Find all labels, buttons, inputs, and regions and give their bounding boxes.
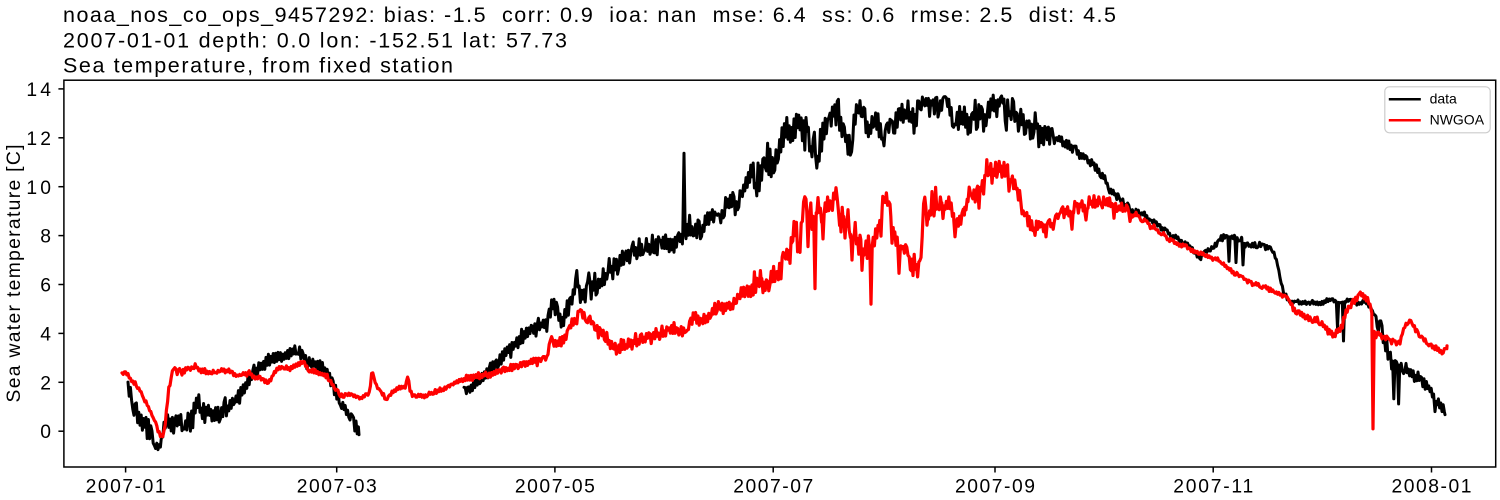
svg-text:2007-07: 2007-07 bbox=[733, 476, 813, 497]
svg-text:2007-05: 2007-05 bbox=[515, 476, 595, 497]
svg-text:2007-11: 2007-11 bbox=[1173, 476, 1253, 497]
svg-text:2008-01: 2008-01 bbox=[1392, 476, 1472, 497]
svg-text:2007-09: 2007-09 bbox=[955, 476, 1035, 497]
svg-text:2007-01: 2007-01 bbox=[86, 476, 166, 497]
svg-text:0: 0 bbox=[40, 422, 51, 443]
svg-text:2007-03: 2007-03 bbox=[297, 476, 377, 497]
svg-text:data: data bbox=[1430, 91, 1457, 107]
svg-text:NWGOA: NWGOA bbox=[1430, 112, 1485, 128]
svg-text:2007-01-01 depth: 0.0 lon: -15: 2007-01-01 depth: 0.0 lon: -152.51 lat: … bbox=[63, 28, 567, 52]
svg-text:2: 2 bbox=[40, 373, 51, 394]
svg-text:4: 4 bbox=[40, 324, 51, 345]
svg-text:6: 6 bbox=[40, 276, 51, 297]
svg-text:Sea temperature, from fixed st: Sea temperature, from fixed station bbox=[63, 54, 453, 78]
svg-text:noaa_nos_co_ops_9457292: bias:: noaa_nos_co_ops_9457292: bias: -1.5 corr… bbox=[63, 3, 1116, 27]
svg-text:8: 8 bbox=[40, 227, 51, 248]
svg-text:Sea water temperature [C]: Sea water temperature [C] bbox=[4, 145, 25, 403]
